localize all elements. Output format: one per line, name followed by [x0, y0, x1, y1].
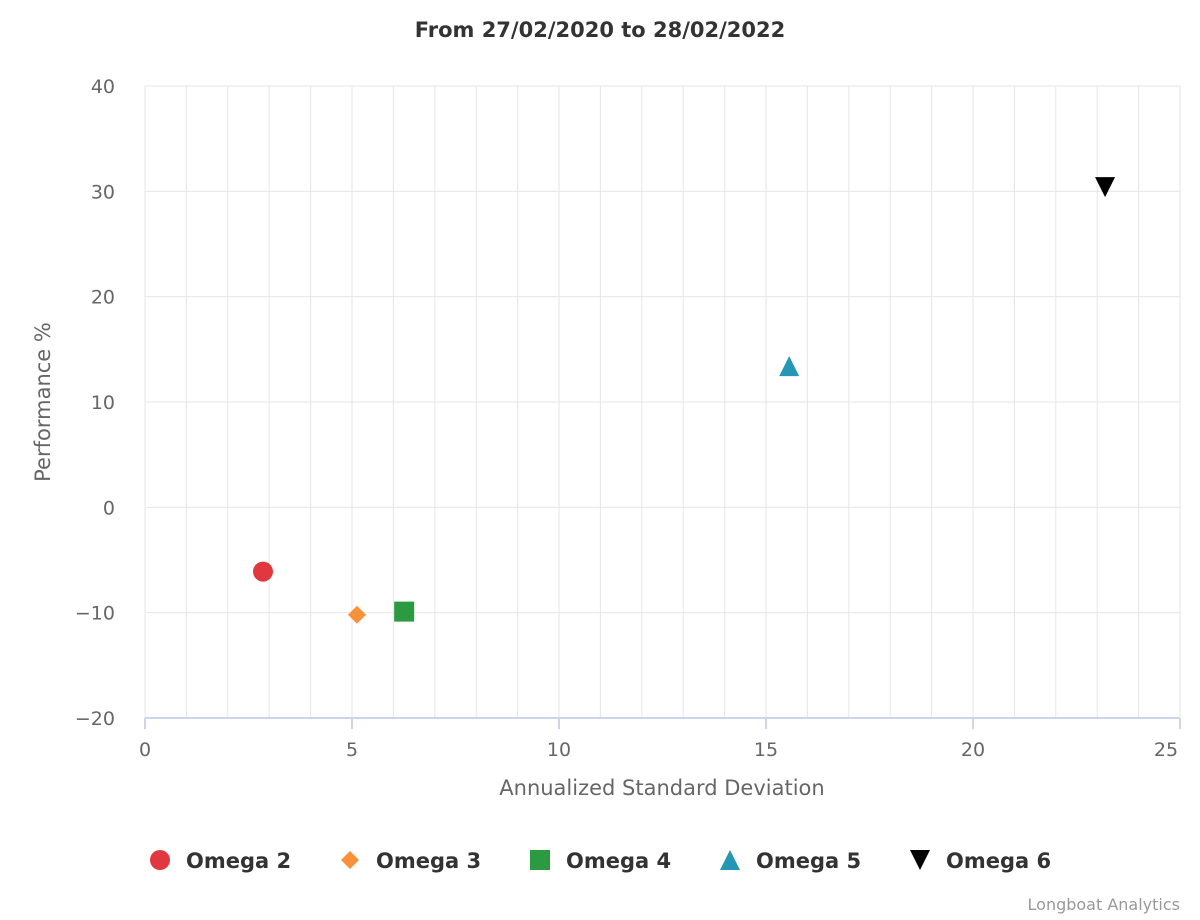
legend-label: Omega 3 [376, 849, 481, 873]
chart-title: From 27/02/2020 to 28/02/2022 [415, 18, 786, 42]
data-point-omega-5 [779, 356, 800, 377]
x-tick-label: 15 [754, 739, 778, 761]
x-tick-label: 25 [1154, 739, 1178, 761]
x-tick-label: 0 [139, 739, 151, 761]
legend-item-omega-5[interactable]: Omega 5 [720, 849, 861, 873]
axes: −20 −10 0 10 20 30 40 0 5 10 15 20 25 [75, 76, 1181, 761]
y-tick-label: 10 [91, 392, 115, 414]
y-tick-label: −20 [75, 708, 115, 730]
legend-marker-square-icon [530, 850, 550, 870]
credit[interactable]: Longboat Analytics [1028, 895, 1180, 914]
legend-item-omega-6[interactable]: Omega 6 [910, 849, 1051, 873]
y-tick-label: 20 [91, 287, 115, 309]
legend-label: Omega 4 [566, 849, 671, 873]
data-point-omega-2 [252, 561, 273, 582]
legend-item-omega-4[interactable]: Omega 4 [530, 849, 671, 873]
x-axis-title: Annualized Standard Deviation [499, 776, 824, 800]
y-axis-title: Performance % [31, 322, 55, 482]
y-tick-label: −10 [75, 603, 115, 625]
data-point-omega-3 [347, 605, 366, 624]
legend-marker-diamond-icon [341, 851, 359, 869]
data-point-omega-4 [394, 601, 415, 622]
legend-marker-circle-icon [150, 850, 170, 870]
data-points [252, 177, 1116, 624]
data-point-omega-6 [1095, 177, 1116, 198]
legend-label: Omega 6 [946, 849, 1051, 873]
legend-marker-triangle-icon [720, 850, 740, 870]
x-tick-label: 20 [961, 739, 985, 761]
x-tick-label: 10 [547, 739, 571, 761]
legend-label: Omega 5 [756, 849, 861, 873]
legend-item-omega-2[interactable]: Omega 2 [150, 849, 291, 873]
grid [144, 85, 1181, 718]
x-tick-label: 5 [346, 739, 358, 761]
legend-label: Omega 2 [186, 849, 291, 873]
y-tick-label: 30 [91, 181, 115, 203]
legend-item-omega-3[interactable]: Omega 3 [341, 849, 481, 873]
legend-marker-triangle-down-icon [910, 850, 930, 870]
y-tick-label: 0 [103, 497, 115, 519]
legend: Omega 2 Omega 3 Omega 4 Omega 5 Omega 6 [150, 849, 1051, 873]
y-tick-label: 40 [91, 76, 115, 98]
